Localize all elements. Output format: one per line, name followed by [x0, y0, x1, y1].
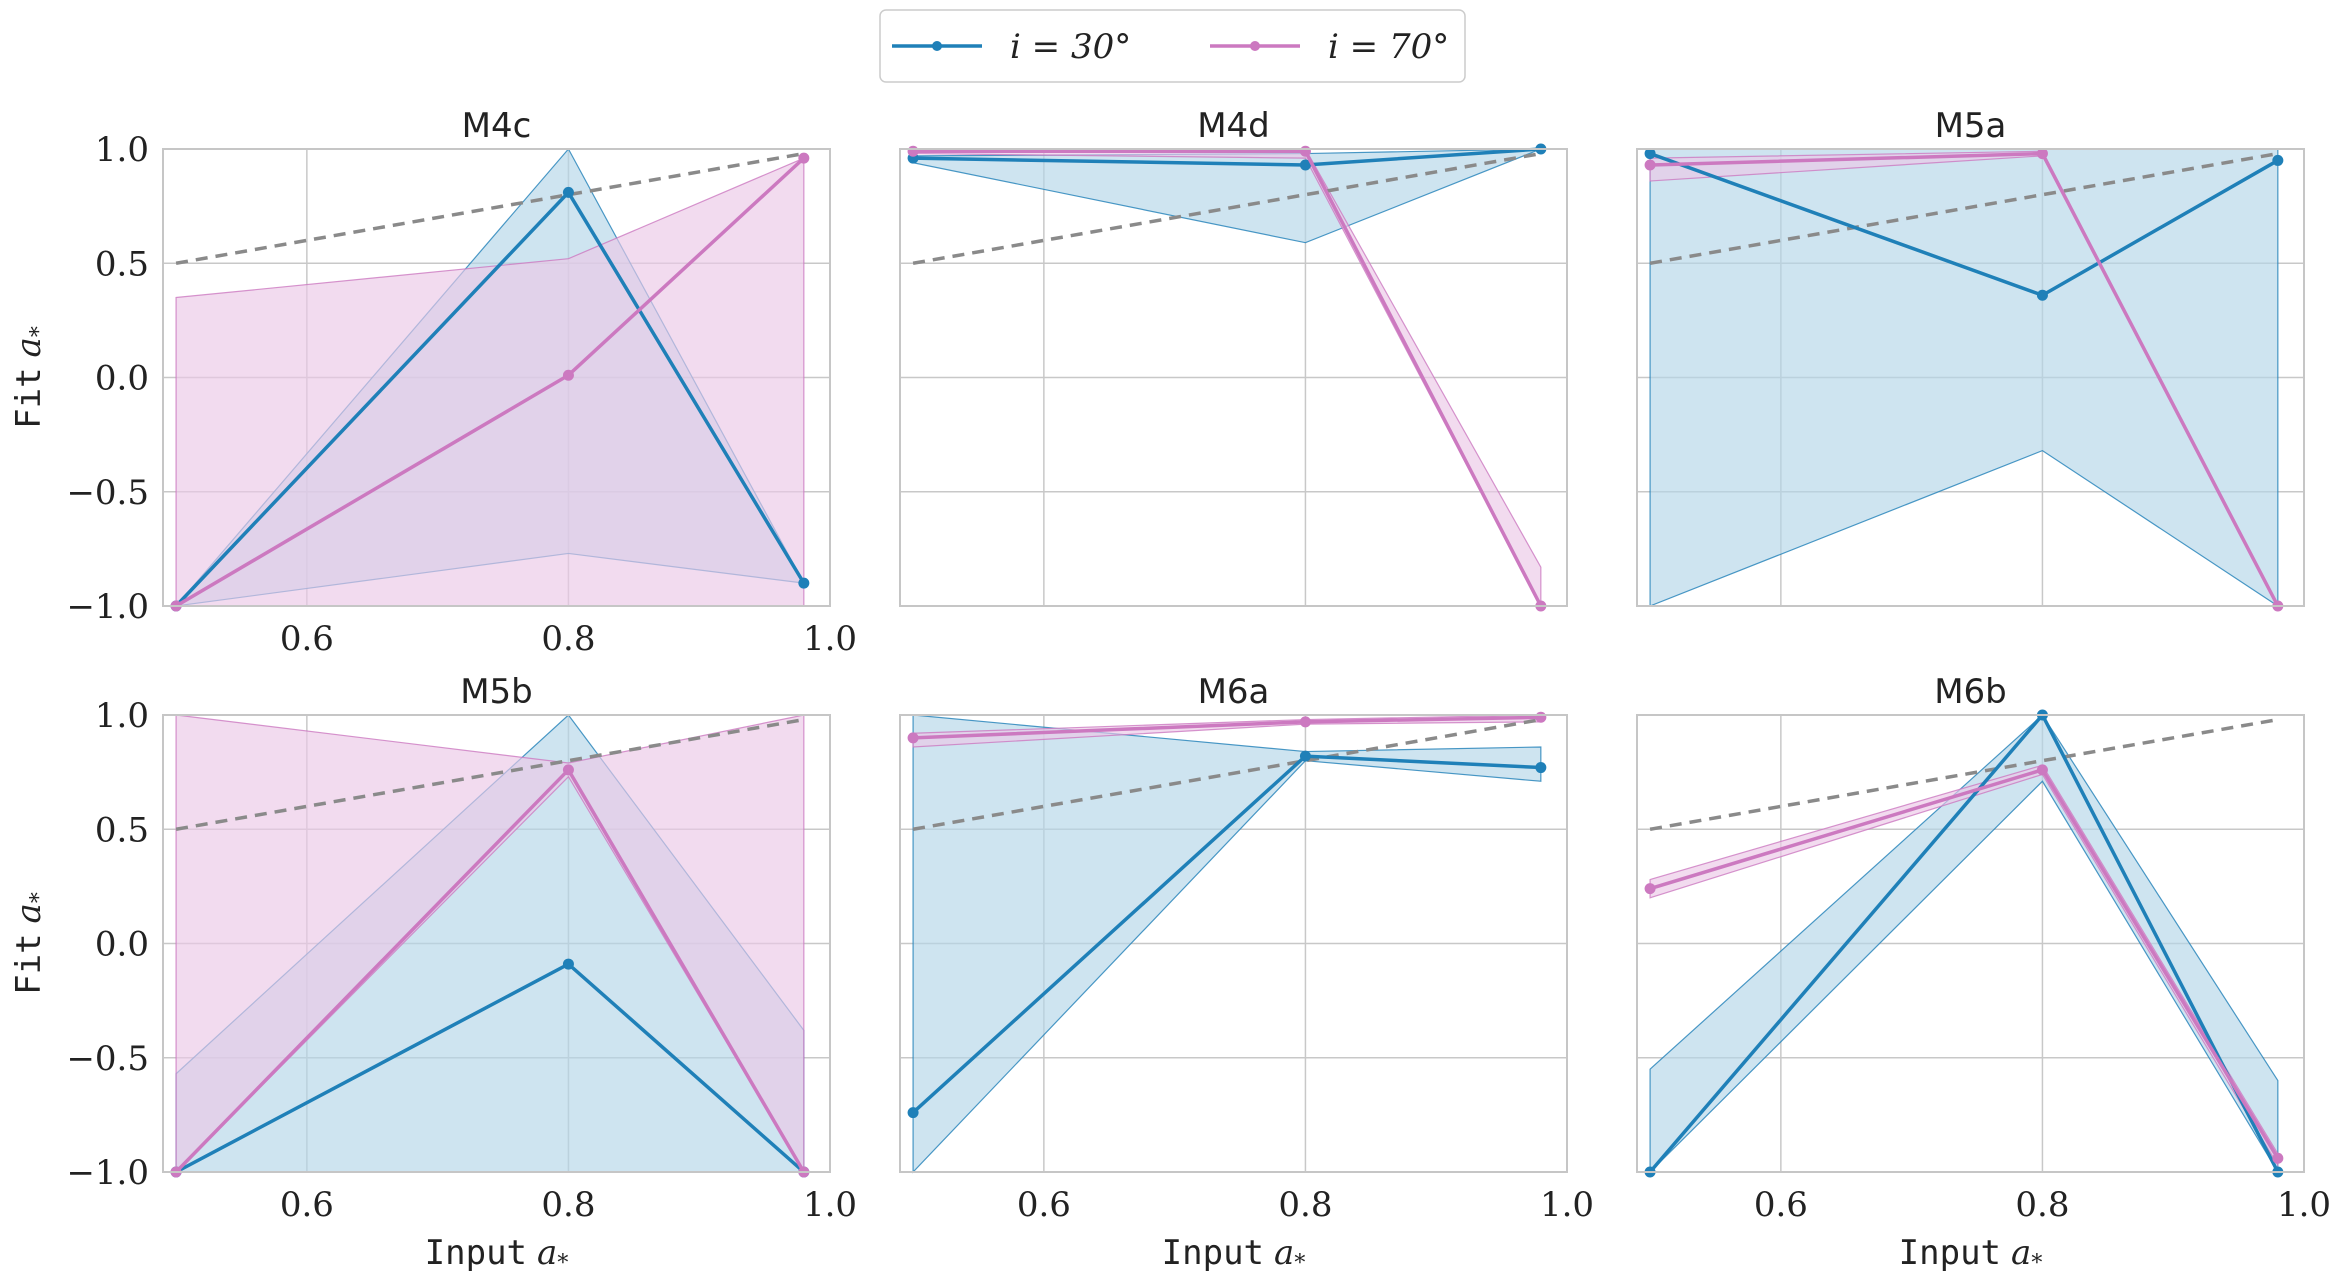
- plot-frame: [1636, 714, 2305, 1173]
- x-axis-label-subscript: *: [1294, 1251, 1305, 1276]
- y-tick-label: −0.5: [66, 473, 149, 513]
- data-point-i30: [562, 958, 574, 970]
- data-point-i30: [907, 1107, 919, 1119]
- y-tick-label: −0.5: [66, 1039, 149, 1079]
- x-tick-label: 0.8: [541, 619, 595, 659]
- data-point-i70: [1299, 145, 1311, 157]
- x-axis-label: Input a*: [1899, 1233, 2043, 1276]
- x-axis-label-prefix: Input: [425, 1233, 527, 1273]
- y-axis-label-prefix: Fit: [9, 933, 49, 994]
- x-axis-label-subscript: *: [557, 1251, 568, 1276]
- data-point-i30: [1299, 750, 1311, 762]
- y-tick-label: −1.0: [66, 587, 149, 627]
- y-axis-label: Fit a*: [9, 892, 52, 995]
- data-point-i30: [1644, 148, 1656, 160]
- panel-m4d: M4d: [899, 106, 1568, 612]
- data-point-i30: [798, 577, 810, 589]
- x-tick-label: 1.0: [803, 1185, 857, 1225]
- band-i70: [175, 157, 805, 607]
- x-axis-label-symbol: a: [537, 1233, 557, 1273]
- data-point-i70: [2272, 1152, 2284, 1164]
- x-tick-label: 0.8: [1278, 1185, 1332, 1225]
- y-axis-label-symbol: a: [9, 903, 49, 923]
- legend-label-0: i = 30°: [1010, 27, 1131, 67]
- x-axis-label: Input a*: [1162, 1233, 1306, 1276]
- reference-line: [1649, 151, 2279, 265]
- data-point-i30: [562, 186, 574, 198]
- data-point-i70: [1535, 711, 1547, 723]
- y-tick-label: 0.0: [95, 359, 149, 399]
- y-tick-label: 0.5: [95, 244, 149, 284]
- reference-line: [175, 151, 805, 265]
- y-axis-label-subscript: *: [27, 892, 52, 903]
- panel-title: M6a: [1198, 672, 1270, 712]
- plot-frame: [899, 148, 1568, 607]
- data-point-i70: [907, 145, 919, 157]
- legend-marker-0: [932, 41, 942, 51]
- x-tick-label: 0.6: [280, 1185, 334, 1225]
- x-tick-label: 1.0: [803, 619, 857, 659]
- x-tick-label: 0.6: [1754, 1185, 1808, 1225]
- y-axis-label-symbol: a: [9, 337, 49, 357]
- x-axis-label-prefix: Input: [1899, 1233, 2001, 1273]
- data-point-i70: [562, 369, 574, 381]
- panel-title: M4d: [1197, 106, 1270, 146]
- plot-frame: [899, 714, 1568, 1173]
- band-i30: [1649, 148, 2279, 608]
- y-axis-label-prefix: Fit: [9, 367, 49, 428]
- legend-marker-1: [1250, 41, 1260, 51]
- panel-m4c: M4c 1.0 0.5 0.0 −0.5 −1.0 0.6 0.8 1.0 Fit a*: [9, 106, 857, 659]
- y-tick-label: −1.0: [66, 1153, 149, 1193]
- data-point-i70: [907, 732, 919, 744]
- plot-frame: [162, 148, 831, 607]
- panel-title: M6b: [1934, 672, 2007, 712]
- data-point-i30: [2036, 289, 2048, 301]
- legend: i = 30° i = 70°: [879, 9, 1466, 83]
- data-point-i70: [2036, 764, 2048, 776]
- y-tick-label: 1.0: [95, 696, 149, 736]
- panel-m6a: M6a 0.6 0.8 1.0 Input a*: [899, 672, 1594, 1276]
- x-tick-label: 0.8: [541, 1185, 595, 1225]
- x-axis-label-subscript: *: [2031, 1251, 2042, 1276]
- data-point-i70: [798, 152, 810, 164]
- panel-m5a: M5a: [1636, 106, 2305, 612]
- reference-line: [912, 717, 1542, 831]
- reference-line: [912, 151, 1542, 265]
- y-tick-label: 0.0: [95, 925, 149, 965]
- y-tick-label: 1.0: [95, 130, 149, 170]
- x-tick-label: 0.8: [2015, 1185, 2069, 1225]
- x-tick-label: 1.0: [1540, 1185, 1594, 1225]
- panel-title: M5b: [460, 672, 533, 712]
- data-point-i70: [1299, 716, 1311, 728]
- data-point-i70: [2036, 148, 2048, 160]
- data-point-i70: [562, 764, 574, 776]
- data-point-i70: [1644, 883, 1656, 895]
- reference-line: [1649, 717, 2279, 831]
- x-axis-label-prefix: Input: [1162, 1233, 1264, 1273]
- x-axis-label-symbol: a: [1274, 1233, 1294, 1273]
- reference-line: [175, 717, 805, 831]
- y-axis-label-subscript: *: [27, 326, 52, 337]
- panel-title: M4c: [462, 106, 532, 146]
- y-tick-label: 0.5: [95, 810, 149, 850]
- legend-label-1: i = 70°: [1328, 27, 1449, 67]
- data-point-i30: [2272, 154, 2284, 166]
- y-axis-label: Fit a*: [9, 326, 52, 429]
- plot-frame: [162, 714, 831, 1173]
- legend-box: [879, 9, 1466, 83]
- data-point-i30: [1535, 762, 1547, 774]
- x-axis-label-symbol: a: [2011, 1233, 2031, 1273]
- x-axis-label: Input a*: [425, 1233, 569, 1276]
- panel-title: M5a: [1935, 106, 2007, 146]
- x-tick-label: 0.6: [280, 619, 334, 659]
- data-point-i70: [1644, 159, 1656, 171]
- x-tick-label: 1.0: [2277, 1185, 2331, 1225]
- data-point-i30: [1299, 159, 1311, 171]
- x-tick-label: 0.6: [1017, 1185, 1071, 1225]
- plot-frame: [1636, 148, 2305, 607]
- panel-m6b: M6b 0.6 0.8 1.0 Input a*: [1636, 672, 2331, 1276]
